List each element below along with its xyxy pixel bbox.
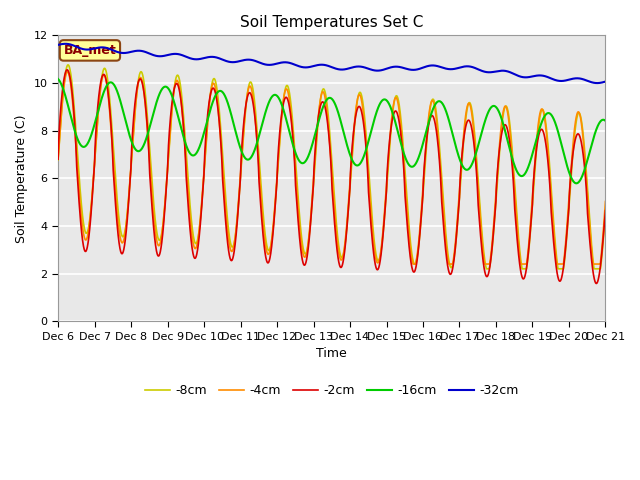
-8cm — [483, 266, 490, 272]
Line: -8cm: -8cm — [58, 65, 605, 269]
-32cm — [591, 80, 598, 86]
-16cm — [591, 131, 598, 137]
-8cm — [591, 266, 599, 272]
-2cm — [264, 260, 272, 266]
-8cm — [54, 157, 62, 163]
-2cm — [602, 208, 609, 214]
-4cm — [532, 144, 540, 149]
-4cm — [117, 237, 125, 243]
Line: -32cm: -32cm — [58, 44, 605, 83]
-16cm — [264, 102, 272, 108]
-8cm — [117, 228, 125, 234]
-32cm — [61, 41, 69, 47]
-32cm — [54, 42, 62, 48]
-2cm — [288, 123, 296, 129]
-2cm — [149, 219, 157, 225]
Text: BA_met: BA_met — [63, 44, 116, 57]
-32cm — [149, 52, 157, 58]
-8cm — [288, 110, 296, 116]
-2cm — [54, 156, 62, 162]
-2cm — [117, 249, 125, 254]
-2cm — [593, 281, 600, 287]
-8cm — [602, 208, 609, 214]
-4cm — [602, 199, 609, 204]
-16cm — [532, 139, 540, 145]
-8cm — [264, 247, 272, 253]
-32cm — [117, 50, 125, 56]
-32cm — [288, 60, 296, 66]
Line: -4cm: -4cm — [58, 72, 605, 264]
-4cm — [63, 69, 71, 75]
-16cm — [288, 138, 296, 144]
-4cm — [409, 261, 417, 267]
Y-axis label: Soil Temperature (C): Soil Temperature (C) — [15, 114, 28, 242]
Line: -16cm: -16cm — [58, 79, 605, 183]
X-axis label: Time: Time — [316, 347, 347, 360]
-16cm — [573, 180, 580, 186]
-16cm — [602, 118, 609, 124]
-4cm — [288, 120, 296, 126]
Title: Soil Temperatures Set C: Soil Temperatures Set C — [240, 15, 424, 30]
-4cm — [54, 156, 62, 161]
-4cm — [149, 207, 157, 213]
-32cm — [602, 79, 609, 84]
-8cm — [149, 194, 157, 200]
-32cm — [264, 62, 272, 68]
-8cm — [532, 151, 540, 157]
-4cm — [591, 261, 599, 267]
-16cm — [54, 76, 62, 82]
-8cm — [64, 62, 72, 68]
-2cm — [532, 151, 540, 157]
Legend: -8cm, -4cm, -2cm, -16cm, -32cm: -8cm, -4cm, -2cm, -16cm, -32cm — [140, 379, 524, 402]
-16cm — [116, 99, 124, 105]
-32cm — [532, 73, 540, 79]
-2cm — [591, 278, 598, 284]
-4cm — [264, 252, 272, 257]
-32cm — [593, 80, 601, 86]
-2cm — [63, 67, 71, 72]
-16cm — [149, 112, 157, 118]
Line: -2cm: -2cm — [58, 70, 605, 284]
